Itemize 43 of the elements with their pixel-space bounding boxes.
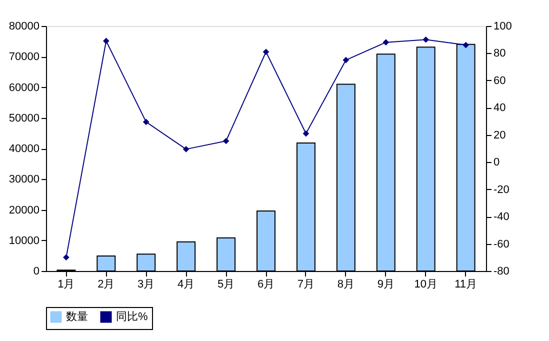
y2-tick-label: -60 bbox=[494, 238, 510, 250]
point bbox=[142, 118, 150, 126]
x-tick-label: 7月 bbox=[297, 278, 315, 290]
x-tick-label: 1月 bbox=[58, 278, 75, 290]
point bbox=[262, 48, 270, 56]
y-tick-label: 10000 bbox=[8, 234, 40, 247]
y-tick-label: 0 bbox=[33, 266, 40, 278]
x-tick-label: 10月 bbox=[414, 278, 438, 290]
y-tick-label: 70000 bbox=[8, 51, 40, 64]
y-tick-label: 50000 bbox=[8, 112, 40, 124]
x-tick-label: 9月 bbox=[377, 278, 394, 290]
x-tick-label: 8月 bbox=[337, 278, 354, 290]
x-tick-label: 3月 bbox=[138, 278, 155, 290]
y2-tick-label: 100 bbox=[494, 20, 512, 32]
point bbox=[462, 42, 469, 48]
point bbox=[382, 39, 390, 46]
y2-tick-label: 0 bbox=[494, 156, 500, 169]
point bbox=[182, 146, 190, 152]
y2-tick-label: 80 bbox=[494, 48, 506, 60]
y2-tick-label: -80 bbox=[494, 266, 510, 278]
y2-tick-label: -20 bbox=[494, 184, 510, 196]
legend-label: 数量 bbox=[66, 311, 88, 323]
y-tick-label: 80000 bbox=[8, 20, 40, 32]
x-tick-label: 6月 bbox=[257, 278, 275, 290]
y2-tick-label: 20 bbox=[494, 129, 506, 142]
legend-label: 同比% bbox=[116, 310, 148, 323]
x-tick-label: 2月 bbox=[98, 278, 115, 290]
x-tick-label: 4月 bbox=[178, 278, 195, 290]
y-tick-label: 40000 bbox=[8, 143, 40, 155]
y-tick-label: 20000 bbox=[8, 204, 40, 216]
x-tick-label: 5月 bbox=[217, 278, 235, 290]
y2-tick-label: -40 bbox=[494, 211, 510, 224]
y-tick-label: 30000 bbox=[8, 174, 40, 186]
point bbox=[222, 138, 230, 144]
y2-tick-label: 40 bbox=[494, 102, 506, 114]
y-tick-label: 60000 bbox=[8, 82, 40, 94]
x-tick-label: 11月 bbox=[454, 278, 478, 290]
point bbox=[422, 36, 430, 43]
point bbox=[302, 130, 310, 137]
y2-tick-label: 60 bbox=[494, 74, 506, 87]
point bbox=[63, 254, 70, 261]
point bbox=[342, 56, 350, 64]
point bbox=[102, 38, 110, 44]
